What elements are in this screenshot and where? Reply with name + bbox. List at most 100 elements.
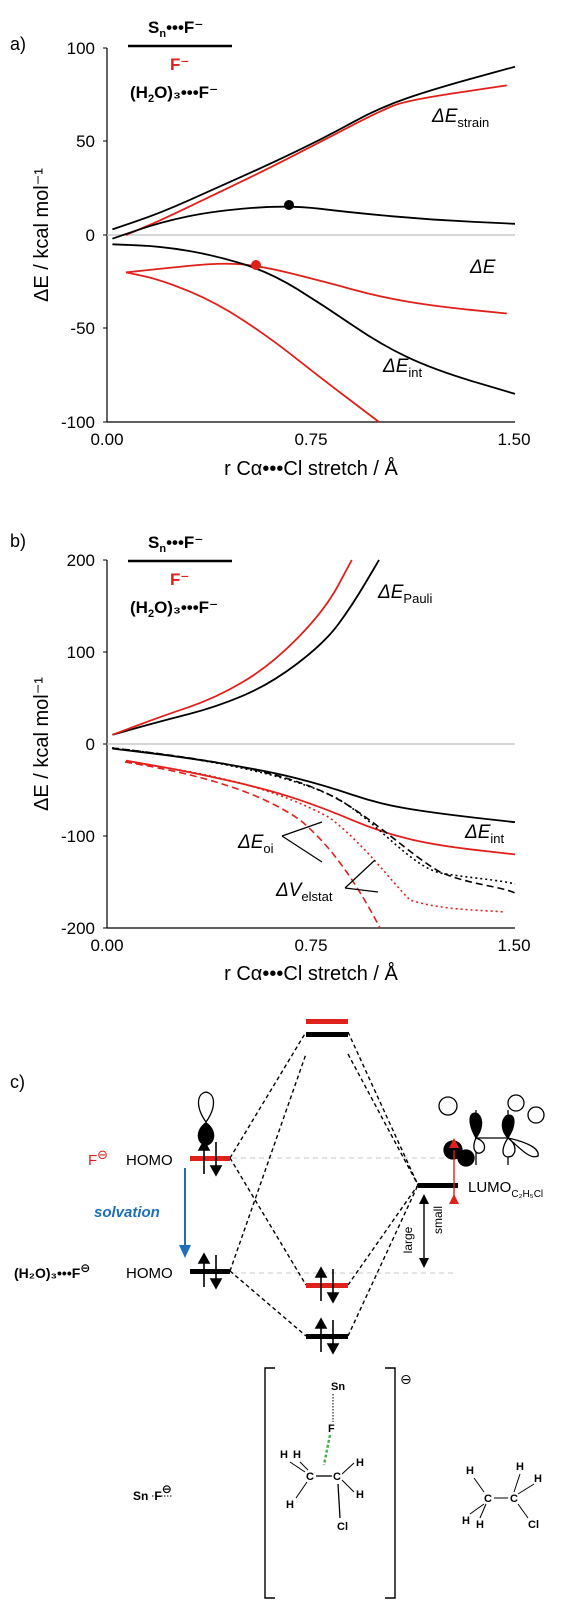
bonding-level-black bbox=[306, 1334, 348, 1339]
panel-a-xlabel: r Cα•••Cl stretch / Å bbox=[224, 457, 398, 480]
prod-h4: H bbox=[516, 1461, 524, 1473]
oi-red-dashed bbox=[124, 761, 381, 929]
homo-solv-label: HOMO bbox=[126, 1265, 173, 1282]
ts-charge: ⊖ bbox=[400, 1371, 412, 1387]
xtick-a-0: 0.00 bbox=[90, 430, 123, 449]
ts-sn: Sn bbox=[331, 1381, 345, 1393]
panel-b-yticks: 200 100 0 -100 -200 bbox=[61, 551, 107, 938]
panel-a: a) Sn•••F⁻ F⁻ (H2O)₃•••F⁻ 100 50 0 -50 -… bbox=[10, 18, 531, 480]
ytick-b-0: 0 bbox=[86, 735, 95, 754]
prod-h1: H bbox=[466, 1465, 474, 1477]
ytick-a-100: 100 bbox=[67, 39, 95, 58]
annot-strain: ΔEstrain bbox=[431, 106, 489, 130]
ts-cl: Cl bbox=[337, 1521, 348, 1533]
panel-a-label: a) bbox=[10, 34, 26, 54]
xtick-b-0: 0.00 bbox=[90, 936, 123, 955]
panel-c: c) bbox=[10, 1019, 545, 1599]
ts-c2: C bbox=[333, 1471, 341, 1483]
legend-a-sn-f: Sn•••F⁻ bbox=[148, 18, 203, 40]
ts-h3: H bbox=[286, 1499, 294, 1511]
ytick-a-0: 0 bbox=[86, 226, 95, 245]
homo-solv-level bbox=[190, 1269, 230, 1274]
series-a-4-black bbox=[112, 243, 516, 395]
prod-h3: H bbox=[476, 1519, 484, 1531]
series-a-3-red bbox=[125, 262, 507, 315]
ytick-b-100: 100 bbox=[67, 643, 95, 662]
panel-b-label: b) bbox=[10, 531, 26, 551]
legend-b-sn-f: Sn•••F⁻ bbox=[148, 533, 203, 555]
series-b-1-red bbox=[112, 559, 353, 736]
prod-c2: C bbox=[510, 1493, 518, 1505]
annot-pauli: ΔEPauli bbox=[377, 582, 432, 606]
annot-elstat: ΔVelstat bbox=[275, 880, 333, 904]
xtick-a-075: 0.75 bbox=[294, 430, 327, 449]
solvation-arrow bbox=[179, 1168, 191, 1258]
elstat-red-dotted bbox=[124, 761, 506, 913]
ytick-a-50: 50 bbox=[76, 132, 95, 151]
mo-correlation-lines bbox=[229, 1031, 419, 1337]
legend-b-f: F⁻ bbox=[170, 570, 189, 589]
bonding-level-red bbox=[306, 1283, 348, 1288]
antibonding-level-red bbox=[306, 1019, 348, 1024]
small-gap-arrow bbox=[449, 1138, 459, 1204]
panel-b-decomposition-curves bbox=[111, 747, 516, 929]
ts-h1: H bbox=[280, 1449, 288, 1461]
small-label: small bbox=[431, 1206, 445, 1234]
xtick-b-075: 0.75 bbox=[294, 936, 327, 955]
series-a-1-red bbox=[125, 84, 507, 236]
panel-b: b) Sn•••F⁻ F⁻ (H2O)₃•••F⁻ 200 100 0 -100… bbox=[10, 531, 531, 985]
legend-b-h2o: (H2O)₃•••F⁻ bbox=[130, 598, 218, 620]
panel-a-xticks: 0.00 0.75 1.50 bbox=[90, 430, 530, 449]
electron-pairs bbox=[197, 1139, 340, 1355]
antibonding-level-black bbox=[306, 1032, 348, 1037]
oi-black-dashed bbox=[111, 747, 516, 894]
series-b-2-black bbox=[112, 747, 516, 824]
xtick-a-150: 1.50 bbox=[497, 430, 530, 449]
large-label: large bbox=[401, 1226, 415, 1253]
legend-a-h2o: (H2O)₃•••F⁻ bbox=[130, 83, 218, 105]
ts-marker-black bbox=[284, 200, 294, 210]
ts-f: F bbox=[328, 1423, 335, 1435]
annot-int-b: ΔEint bbox=[464, 822, 505, 846]
xtick-b-150: 1.50 bbox=[497, 936, 530, 955]
ts-c1: C bbox=[306, 1471, 314, 1483]
panel-a-series bbox=[112, 65, 516, 423]
panel-b-xlabel: r Cα•••Cl stretch / Å bbox=[224, 962, 398, 985]
panel-b-ylabel: ΔE / kcal mol⁻¹ bbox=[31, 677, 53, 811]
panel-b-annot-pointers bbox=[281, 821, 379, 893]
ts-h2: H bbox=[293, 1449, 301, 1461]
prod-h5: H bbox=[534, 1473, 542, 1485]
annot-oi: ΔEoi bbox=[237, 832, 274, 856]
panel-c-label: c) bbox=[10, 1072, 25, 1092]
panel-b-xticks: 0.00 0.75 1.50 bbox=[90, 936, 530, 955]
solvated-f-label: (H₂O)₃•••F⊖ bbox=[14, 1261, 90, 1281]
series-b-0-black bbox=[112, 559, 380, 736]
lumo-label: LUMOC₂H₅Cl bbox=[468, 1179, 543, 1200]
large-gap-arrow bbox=[419, 1194, 429, 1268]
panel-a-legend: Sn•••F⁻ F⁻ (H2O)₃•••F⁻ bbox=[128, 18, 232, 105]
series-b-3-red bbox=[125, 759, 516, 856]
lumo-level bbox=[418, 1183, 458, 1188]
prod-c1: C bbox=[484, 1493, 492, 1505]
panel-b-legend: Sn•••F⁻ F⁻ (H2O)₃•••F⁻ bbox=[128, 533, 232, 620]
series-a-2-black bbox=[112, 205, 516, 240]
ytick-b-m200: -200 bbox=[61, 919, 95, 938]
homo-f-level bbox=[190, 1156, 230, 1161]
product-ethyl-chloride: C C Cl H H H H H bbox=[462, 1461, 542, 1531]
ytick-b-200: 200 bbox=[67, 551, 95, 570]
ytick-b-m100: -100 bbox=[61, 827, 95, 846]
ts-forming-bond bbox=[322, 1434, 332, 1466]
f-p-orbital-icon bbox=[197, 1091, 215, 1146]
prod-cl: Cl bbox=[528, 1519, 539, 1531]
ts-marker-red bbox=[251, 260, 261, 270]
panel-a-ylabel: ΔE / kcal mol⁻¹ bbox=[31, 168, 53, 302]
ytick-a-m100: -100 bbox=[61, 413, 95, 432]
solvation-label: solvation bbox=[94, 1204, 160, 1221]
prod-h2: H bbox=[462, 1515, 470, 1527]
sn-f-reactant: Sn F⊖ bbox=[133, 1482, 172, 1503]
homo-f-label: HOMO bbox=[126, 1152, 173, 1169]
ts-h5: H bbox=[356, 1489, 364, 1501]
lumo-orbital-icon bbox=[438, 1094, 545, 1167]
ts-h4: H bbox=[356, 1457, 364, 1469]
